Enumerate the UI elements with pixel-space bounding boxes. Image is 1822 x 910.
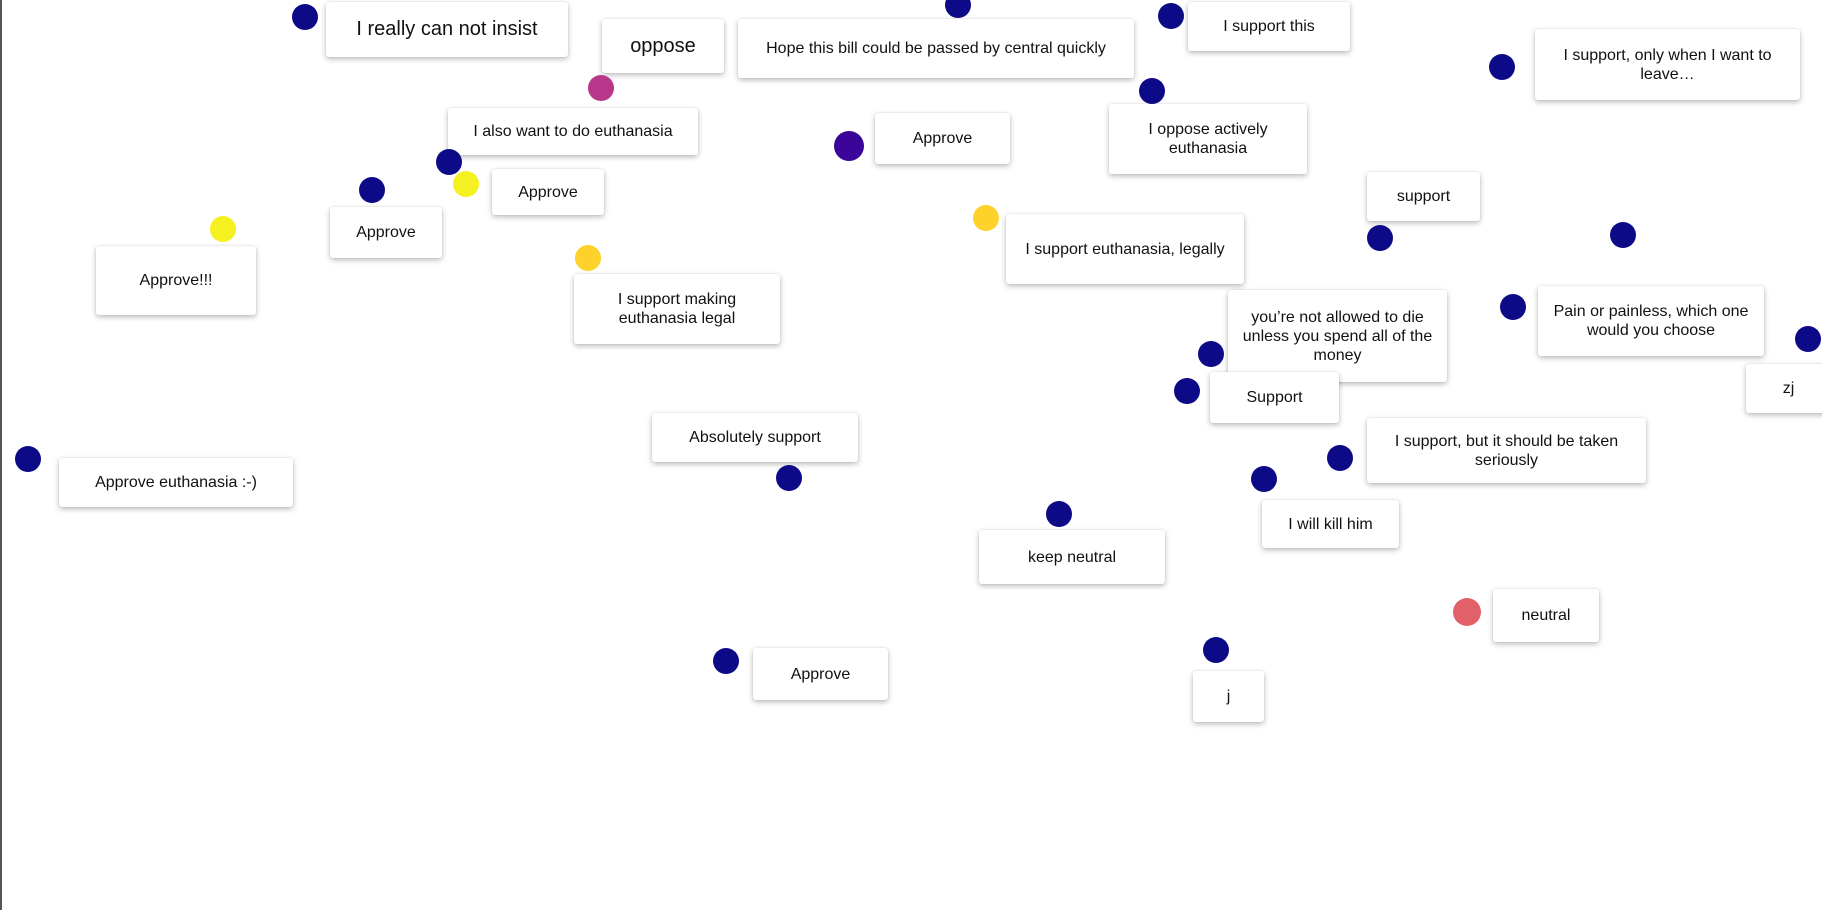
comment-dot[interactable] <box>1367 225 1393 251</box>
comment-card[interactable]: I support, only when I want to leave… <box>1535 29 1800 100</box>
comment-dot[interactable] <box>1500 294 1526 320</box>
comment-card[interactable]: I support making euthanasia legal <box>574 274 780 344</box>
comment-text: Approve!!! <box>139 272 213 289</box>
comment-dot[interactable] <box>1610 222 1636 248</box>
comment-dot[interactable] <box>292 4 318 30</box>
comment-text: Approve <box>356 224 416 241</box>
comment-dot[interactable] <box>575 245 601 271</box>
comment-text: support <box>1396 188 1451 205</box>
comment-text: j <box>1226 688 1231 705</box>
comment-dot[interactable] <box>1046 501 1072 527</box>
comment-card[interactable]: I support this <box>1188 2 1350 51</box>
comment-dot[interactable] <box>1795 326 1821 352</box>
comment-text: Approve euthanasia :-) <box>95 474 257 491</box>
comment-text: zj <box>1782 380 1795 397</box>
comment-dot[interactable] <box>776 465 802 491</box>
comment-text: I support this <box>1223 18 1315 35</box>
comment-text: I support, but it should be taken seriou… <box>1394 432 1619 469</box>
comment-text: oppose <box>630 34 696 57</box>
comment-text: I will kill him <box>1288 515 1373 533</box>
comment-text: Hope this bill could be passed by centra… <box>766 40 1106 57</box>
comment-text: I oppose actively euthanasia <box>1148 121 1268 157</box>
comment-dot[interactable] <box>359 177 385 203</box>
comment-text: neutral <box>1521 607 1571 624</box>
comment-card[interactable]: oppose <box>602 19 724 73</box>
comment-text: I support making euthanasia legal <box>617 291 737 327</box>
comment-card[interactable]: I will kill him <box>1262 500 1399 548</box>
comment-card[interactable]: Approve <box>492 169 604 215</box>
comment-text: you’re not allowed to die unless you spe… <box>1242 308 1433 364</box>
comment-dot[interactable] <box>1198 341 1224 367</box>
comment-dot[interactable] <box>945 0 971 18</box>
comment-card[interactable]: neutral <box>1493 589 1599 642</box>
comment-text: keep neutral <box>1027 548 1117 566</box>
comment-card[interactable]: I really can not insist <box>326 2 568 57</box>
comment-dot[interactable] <box>1174 378 1200 404</box>
comment-dot[interactable] <box>1139 78 1165 104</box>
comment-dot[interactable] <box>1203 637 1229 663</box>
comment-dot[interactable] <box>1489 54 1515 80</box>
comment-text: Support <box>1246 389 1303 406</box>
comment-text: Approve <box>790 665 851 683</box>
comment-card[interactable]: I support, but it should be taken seriou… <box>1367 418 1646 483</box>
comment-card[interactable]: I support euthanasia, legally <box>1006 214 1244 284</box>
comment-text: I really can not insist <box>356 18 538 40</box>
comment-text: Approve <box>912 130 973 147</box>
comment-card[interactable]: keep neutral <box>979 530 1165 584</box>
comment-dot[interactable] <box>453 171 479 197</box>
comment-card[interactable]: I oppose actively euthanasia <box>1109 104 1307 174</box>
comment-dot[interactable] <box>973 205 999 231</box>
comment-dot[interactable] <box>210 216 236 242</box>
comment-dot[interactable] <box>834 131 864 161</box>
comment-dot[interactable] <box>1327 445 1353 471</box>
comment-card[interactable]: you’re not allowed to die unless you spe… <box>1228 290 1447 382</box>
comment-text: I support euthanasia, legally <box>1025 240 1225 258</box>
comment-card[interactable]: Approve <box>875 113 1010 164</box>
comment-card[interactable]: Support <box>1210 372 1339 423</box>
comment-card[interactable]: Hope this bill could be passed by centra… <box>738 19 1134 78</box>
comment-dot[interactable] <box>1453 598 1481 626</box>
comment-dot[interactable] <box>713 648 739 674</box>
comment-card[interactable]: zj <box>1746 364 1822 413</box>
comment-card[interactable]: j <box>1193 671 1264 722</box>
comment-text: Approve <box>518 183 578 201</box>
comment-dot[interactable] <box>15 446 41 472</box>
window-left-border <box>0 0 2 910</box>
comment-dot[interactable] <box>1251 466 1277 492</box>
comment-card[interactable]: support <box>1367 172 1480 221</box>
comment-text: Absolutely support <box>689 429 821 446</box>
comment-card[interactable]: I also want to do euthanasia <box>448 108 698 155</box>
comment-text: Pain or painless, which one would you ch… <box>1553 303 1749 339</box>
comment-card[interactable]: Approve <box>753 648 888 700</box>
comment-dot[interactable] <box>436 149 462 175</box>
comment-card[interactable]: Absolutely support <box>652 413 858 462</box>
comment-card[interactable]: Approve <box>330 207 442 258</box>
comment-card[interactable]: Approve euthanasia :-) <box>59 458 293 507</box>
comment-card[interactable]: Approve!!! <box>96 246 256 315</box>
comment-dot[interactable] <box>1158 3 1184 29</box>
comment-text: I support, only when I want to leave… <box>1563 46 1772 83</box>
comment-text: I also want to do euthanasia <box>473 123 673 140</box>
comment-card[interactable]: Pain or painless, which one would you ch… <box>1538 286 1764 356</box>
comment-dot[interactable] <box>588 75 614 101</box>
